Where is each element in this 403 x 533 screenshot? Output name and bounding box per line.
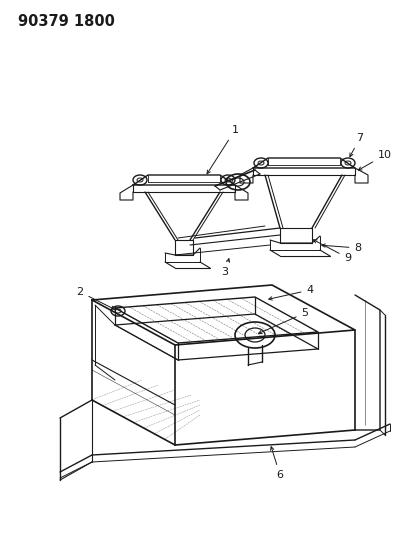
Text: 4: 4: [269, 285, 314, 300]
Text: 5: 5: [259, 308, 309, 334]
Text: 3: 3: [222, 259, 230, 277]
Text: 2: 2: [77, 287, 114, 309]
Text: 8: 8: [322, 243, 361, 253]
Text: 1: 1: [207, 125, 239, 174]
Text: 10: 10: [358, 150, 392, 170]
Text: 7: 7: [350, 133, 364, 157]
Text: 6: 6: [270, 447, 283, 480]
Text: 90379 1800: 90379 1800: [18, 14, 115, 29]
Text: 9: 9: [314, 240, 351, 263]
